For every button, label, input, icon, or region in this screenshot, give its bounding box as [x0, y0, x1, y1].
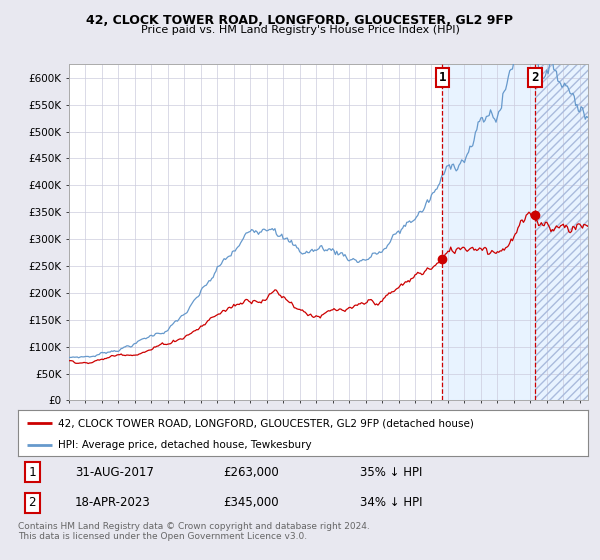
- Text: £345,000: £345,000: [223, 496, 279, 509]
- Text: 31-AUG-2017: 31-AUG-2017: [75, 465, 154, 479]
- Text: Price paid vs. HM Land Registry's House Price Index (HPI): Price paid vs. HM Land Registry's House …: [140, 25, 460, 35]
- Text: HPI: Average price, detached house, Tewkesbury: HPI: Average price, detached house, Tewk…: [58, 440, 311, 450]
- Text: 2: 2: [29, 496, 36, 509]
- Text: 42, CLOCK TOWER ROAD, LONGFORD, GLOUCESTER, GL2 9FP (detached house): 42, CLOCK TOWER ROAD, LONGFORD, GLOUCEST…: [58, 418, 474, 428]
- Text: 2: 2: [532, 71, 539, 85]
- Text: 1: 1: [439, 71, 446, 85]
- Text: £263,000: £263,000: [223, 465, 279, 479]
- Bar: [535, 64, 600, 400]
- Text: 34% ↓ HPI: 34% ↓ HPI: [360, 496, 422, 509]
- Text: 18-APR-2023: 18-APR-2023: [75, 496, 151, 509]
- Bar: [442, 64, 600, 400]
- Text: Contains HM Land Registry data © Crown copyright and database right 2024.
This d: Contains HM Land Registry data © Crown c…: [18, 522, 370, 542]
- Text: 42, CLOCK TOWER ROAD, LONGFORD, GLOUCESTER, GL2 9FP: 42, CLOCK TOWER ROAD, LONGFORD, GLOUCEST…: [86, 14, 514, 27]
- Text: 1: 1: [29, 465, 36, 479]
- Text: 35% ↓ HPI: 35% ↓ HPI: [360, 465, 422, 479]
